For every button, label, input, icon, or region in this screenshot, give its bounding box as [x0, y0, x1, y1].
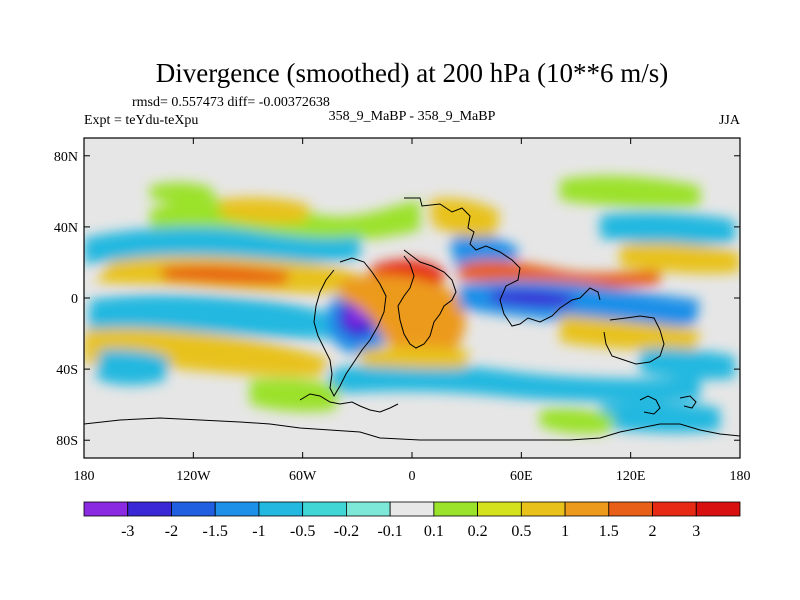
x-tick-label: 60W — [289, 469, 317, 484]
coastline-antarctica — [84, 417, 740, 441]
y-tick-label: 40S — [56, 363, 78, 378]
coastline-eurasia — [404, 197, 601, 327]
colorbar-swatch — [389, 501, 435, 517]
colorbar-swatch — [127, 501, 172, 517]
colorbar-label: 1 — [561, 523, 569, 540]
season-label: JJA — [719, 113, 741, 128]
colorbar-label: -0.1 — [377, 523, 402, 540]
coastlines — [84, 197, 740, 441]
field-band — [600, 402, 720, 434]
y-axis: 80N 40N 0 40S 80S — [54, 150, 740, 449]
y-tick-label: 80N — [54, 150, 78, 165]
colorbar-label: -0.5 — [290, 523, 315, 540]
map-plot-area: 180 120W 60W 0 60E 120E 180 80N 40N 0 40S 80S — [54, 137, 751, 484]
colorbar-label: -3 — [121, 523, 134, 540]
x-axis: 180 120W 60W 0 60E 120E 180 — [74, 138, 751, 484]
field-band — [360, 346, 470, 369]
field-band — [220, 197, 310, 224]
divergence-field — [84, 175, 740, 434]
colorbar-swatch — [652, 501, 697, 517]
stats-label: rmsd= 0.557473 diff= -0.00372638 — [132, 95, 330, 110]
field-band — [150, 182, 215, 204]
field-cell-negative — [347, 307, 365, 325]
colorbar-swatch — [345, 501, 391, 517]
field-band — [88, 294, 345, 339]
x-tick-label: 120W — [176, 469, 211, 484]
field-band — [600, 212, 735, 245]
colorbar-label: -1.5 — [203, 523, 228, 540]
colorbar-label: -1 — [252, 523, 265, 540]
field-band — [96, 349, 170, 386]
coastline-islands-2 — [679, 395, 697, 409]
coastline-antarctic-peninsula — [299, 393, 399, 413]
experiment-label: Expt = teYdu-teXpu — [84, 113, 198, 128]
x-tick-label: 180 — [730, 469, 751, 484]
x-tick-label: 60E — [510, 469, 533, 484]
colorbar-swatch — [477, 501, 522, 517]
chart-title: Divergence (smoothed) at 200 hPa (10**6 … — [156, 58, 668, 88]
field-band — [490, 289, 575, 307]
colorbar-swatch — [83, 501, 129, 517]
coastline-africa — [397, 249, 457, 349]
field-band — [250, 378, 340, 412]
colorbar-label: 0.5 — [511, 523, 531, 540]
colorbar-swatch — [302, 501, 347, 517]
field-band — [560, 315, 700, 351]
colorbar-swatch — [520, 501, 566, 517]
colorbar-swatch — [214, 501, 260, 517]
field-band — [430, 198, 500, 238]
colorbar-swatch — [258, 501, 304, 517]
colorbar-label: 3 — [692, 523, 700, 540]
coastline-islands — [639, 395, 661, 415]
field-band — [84, 226, 360, 264]
y-tick-label: 80S — [56, 434, 78, 449]
colorbar-swatch — [695, 501, 741, 517]
colorbar-swatch — [171, 501, 216, 517]
colorbar-label: -2 — [165, 523, 178, 540]
colorbar-label: 0.1 — [424, 523, 444, 540]
field-band — [620, 242, 740, 274]
field-band — [560, 175, 700, 208]
colorbar-swatch — [608, 501, 653, 517]
x-tick-label: 0 — [409, 469, 416, 484]
field-band — [640, 348, 735, 380]
colorbar-label: -0.2 — [334, 523, 359, 540]
colorbar-label: 2 — [649, 523, 657, 540]
colorbar-swatch — [433, 501, 479, 517]
coastline-australia — [603, 315, 665, 365]
colorbar-label: 0.2 — [468, 523, 488, 540]
case-label: 358_9_MaBP - 358_9_MaBP — [329, 109, 496, 124]
colorbar: -3 -2 -1.5 -1 -0.5 -0.2 -0.1 0.1 0.2 0.5 1 1.5 2 3 — [83, 501, 741, 540]
colorbar-swatch — [564, 501, 610, 517]
colorbar-label: 1.5 — [599, 523, 619, 540]
coastline-south-america — [313, 257, 387, 398]
field-band — [330, 363, 700, 403]
x-tick-label: 180 — [74, 469, 95, 484]
field-band — [160, 265, 290, 285]
x-tick-label: 120E — [616, 469, 646, 484]
field-band — [340, 274, 466, 358]
field-band — [540, 408, 615, 434]
y-tick-label: 40N — [54, 221, 78, 236]
y-tick-label: 0 — [71, 292, 78, 307]
